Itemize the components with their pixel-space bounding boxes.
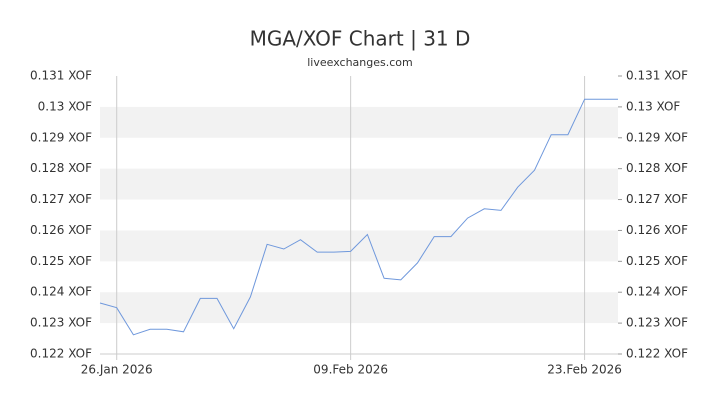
y-tick-label: 0.127 XOF	[30, 192, 92, 206]
y-tick-label: 0.126 XOF	[30, 223, 92, 237]
y-tick-label-right: 0.127 XOF	[626, 192, 688, 206]
grid-band	[100, 230, 618, 262]
chart-subtitle: liveexchanges.com	[307, 56, 412, 69]
y-tick-label: 0.123 XOF	[30, 316, 92, 330]
x-tick-label: 23.Feb 2026	[547, 363, 622, 377]
y-tick-label-right: 0.124 XOF	[626, 285, 688, 299]
grid-band	[100, 106, 618, 138]
y-tick-label-right: 0.122 XOF	[626, 347, 688, 361]
x-tick-label: 09.Feb 2026	[313, 363, 388, 377]
y-tick-label-right: 0.128 XOF	[626, 161, 688, 175]
chart-title: MGA/XOF Chart | 31 D	[250, 27, 471, 51]
grid-band	[100, 168, 618, 200]
y-tick-label: 0.131 XOF	[30, 69, 92, 83]
y-tick-label: 0.129 XOF	[30, 130, 92, 144]
y-tick-label-right: 0.131 XOF	[626, 69, 688, 83]
y-tick-label-right: 0.13 XOF	[626, 99, 680, 113]
y-tick-label-right: 0.126 XOF	[626, 223, 688, 237]
y-tick-label-right: 0.123 XOF	[626, 316, 688, 330]
y-tick-label-right: 0.125 XOF	[626, 254, 688, 268]
y-tick-label: 0.125 XOF	[30, 254, 92, 268]
y-tick-label: 0.122 XOF	[30, 347, 92, 361]
grid-band	[100, 292, 618, 324]
price-line	[99, 98, 618, 336]
x-tick-label: 26.Jan 2026	[81, 363, 153, 377]
y-tick-label-right: 0.129 XOF	[626, 130, 688, 144]
y-tick-label: 0.13 XOF	[38, 99, 92, 113]
y-tick-label: 0.128 XOF	[30, 161, 92, 175]
y-tick-label: 0.124 XOF	[30, 285, 92, 299]
